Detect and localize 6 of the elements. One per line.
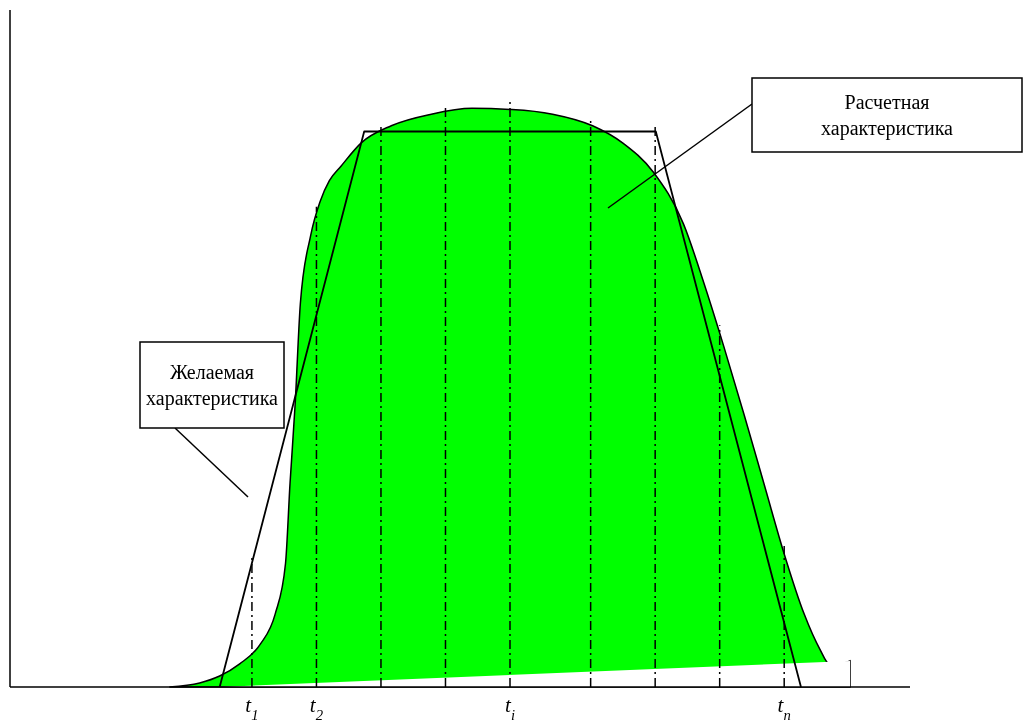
annotation: Желаемая характеристика xyxy=(146,361,279,410)
x-tick-label: t$_{i}$ xyxy=(505,693,515,723)
x-tick-label: t$_{n}$ xyxy=(777,693,791,723)
annotation: Расчетная характеристика xyxy=(821,91,954,140)
x-tick-label: t$_{2}$ xyxy=(309,693,324,723)
x-tick-label: t$_{1}$ xyxy=(245,693,259,723)
